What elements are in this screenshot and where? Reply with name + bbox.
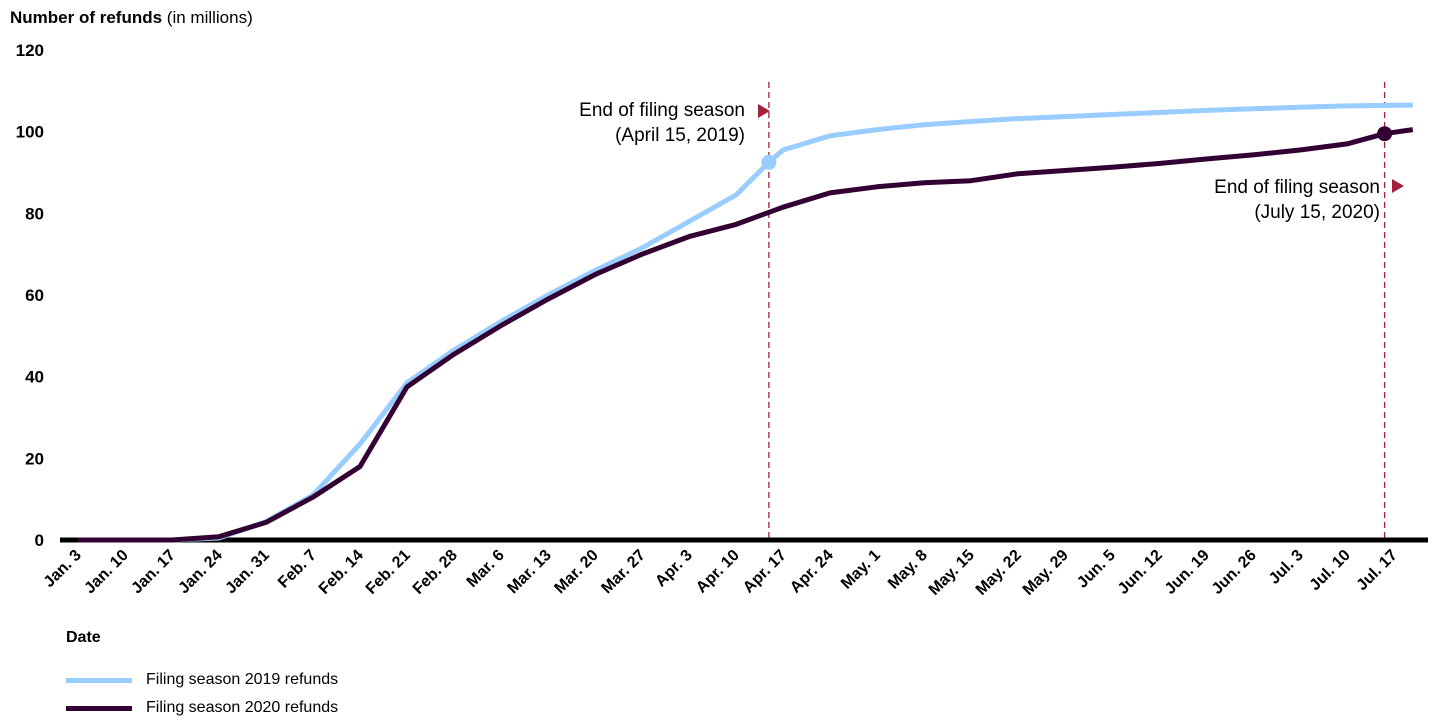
x-tick-label: Feb. 14 [316,547,367,598]
annotation-2020-line1: End of filing season [1214,177,1380,198]
legend-label-2019: Filing season 2019 refunds [146,671,339,688]
x-tick-label: Apr. 3 [652,547,696,591]
legend: Filing season 2019 refunds Filing season… [66,666,338,722]
y-tick-label: 0 [35,531,44,550]
x-tick-label: Feb. 28 [410,547,461,598]
x-tick-label: Jan. 10 [81,547,131,597]
annotation-2019-line2: (April 15, 2019) [615,125,745,146]
x-tick-label: Jan. 3 [41,547,85,591]
annotation-2019-line1: End of filing season [579,100,745,121]
legend-item-2020: Filing season 2020 refunds [66,694,338,722]
y-tick-label: 60 [25,286,44,305]
y-axis-ticks: 0 20 40 60 80 100 120 [16,41,44,550]
x-tick-label: May. 1 [838,547,884,593]
y-tick-label: 120 [16,41,44,60]
end-of-season-markers [761,126,1393,170]
x-tick-label: Jan. 17 [128,547,178,597]
annotation-2020: End of filing season (July 15, 2020) [1214,175,1380,225]
annotation-arrow-2019 [758,104,770,118]
series-lines [78,102,1414,543]
series-line-2019 [78,102,1413,543]
x-tick-label: Mar. 20 [551,547,601,597]
legend-item-2019: Filing season 2019 refunds [66,666,338,694]
x-tick-label: May. 22 [973,547,1025,599]
y-tick-label: 40 [25,368,44,387]
legend-label-2020: Filing season 2020 refunds [146,699,339,716]
legend-swatch-2020 [66,705,132,711]
x-tick-label: Jan. 31 [222,547,272,597]
x-tick-label: May. 15 [926,547,978,599]
annotation-2020-line2: (July 15, 2020) [1254,202,1380,223]
x-tick-label: Jun. 19 [1162,547,1213,598]
x-tick-label: Jun. 12 [1115,547,1166,598]
reference-lines [768,82,1386,540]
y-tick-label: 80 [25,204,44,223]
x-tick-label: Apr. 17 [740,547,790,597]
annotation-arrows [758,104,1404,193]
y-axis-title-bold: Number of refunds [10,8,163,27]
y-axis-title: Number of refunds (in millions) [10,8,253,28]
x-tick-label: Jun. 5 [1074,547,1119,592]
x-tick-label: May. 29 [1020,547,1072,599]
x-tick-label: Jul. 10 [1307,547,1354,594]
x-tick-label: Mar. 27 [598,547,648,597]
x-tick-label: Jan. 24 [175,547,225,597]
annotation-2019: End of filing season (April 15, 2019) [579,98,745,148]
x-tick-label: May. 8 [885,547,931,593]
x-tick-label: Feb. 21 [363,547,414,598]
y-axis-title-unit: (in millions) [166,8,253,27]
x-tick-label: Apr. 10 [693,547,743,597]
x-tick-label: Mar. 13 [504,547,554,597]
x-tick-label: Jul. 3 [1266,547,1307,588]
legend-swatch-2019 [66,677,132,683]
y-tick-label: 100 [16,123,44,142]
end-of-season-marker [1377,126,1393,142]
y-tick-label: 20 [25,449,44,468]
x-tick-label: Mar. 6 [464,547,508,591]
x-tick-label: Jul. 17 [1354,547,1401,594]
annotation-arrow-2020 [1392,179,1404,193]
series-line-2020 [78,127,1414,543]
x-tick-label: Jun. 26 [1209,547,1260,598]
x-axis-title: Date [66,629,101,646]
end-of-season-marker [761,154,777,170]
x-tick-label: Apr. 24 [787,547,837,597]
x-tick-label: Feb. 7 [275,547,320,592]
